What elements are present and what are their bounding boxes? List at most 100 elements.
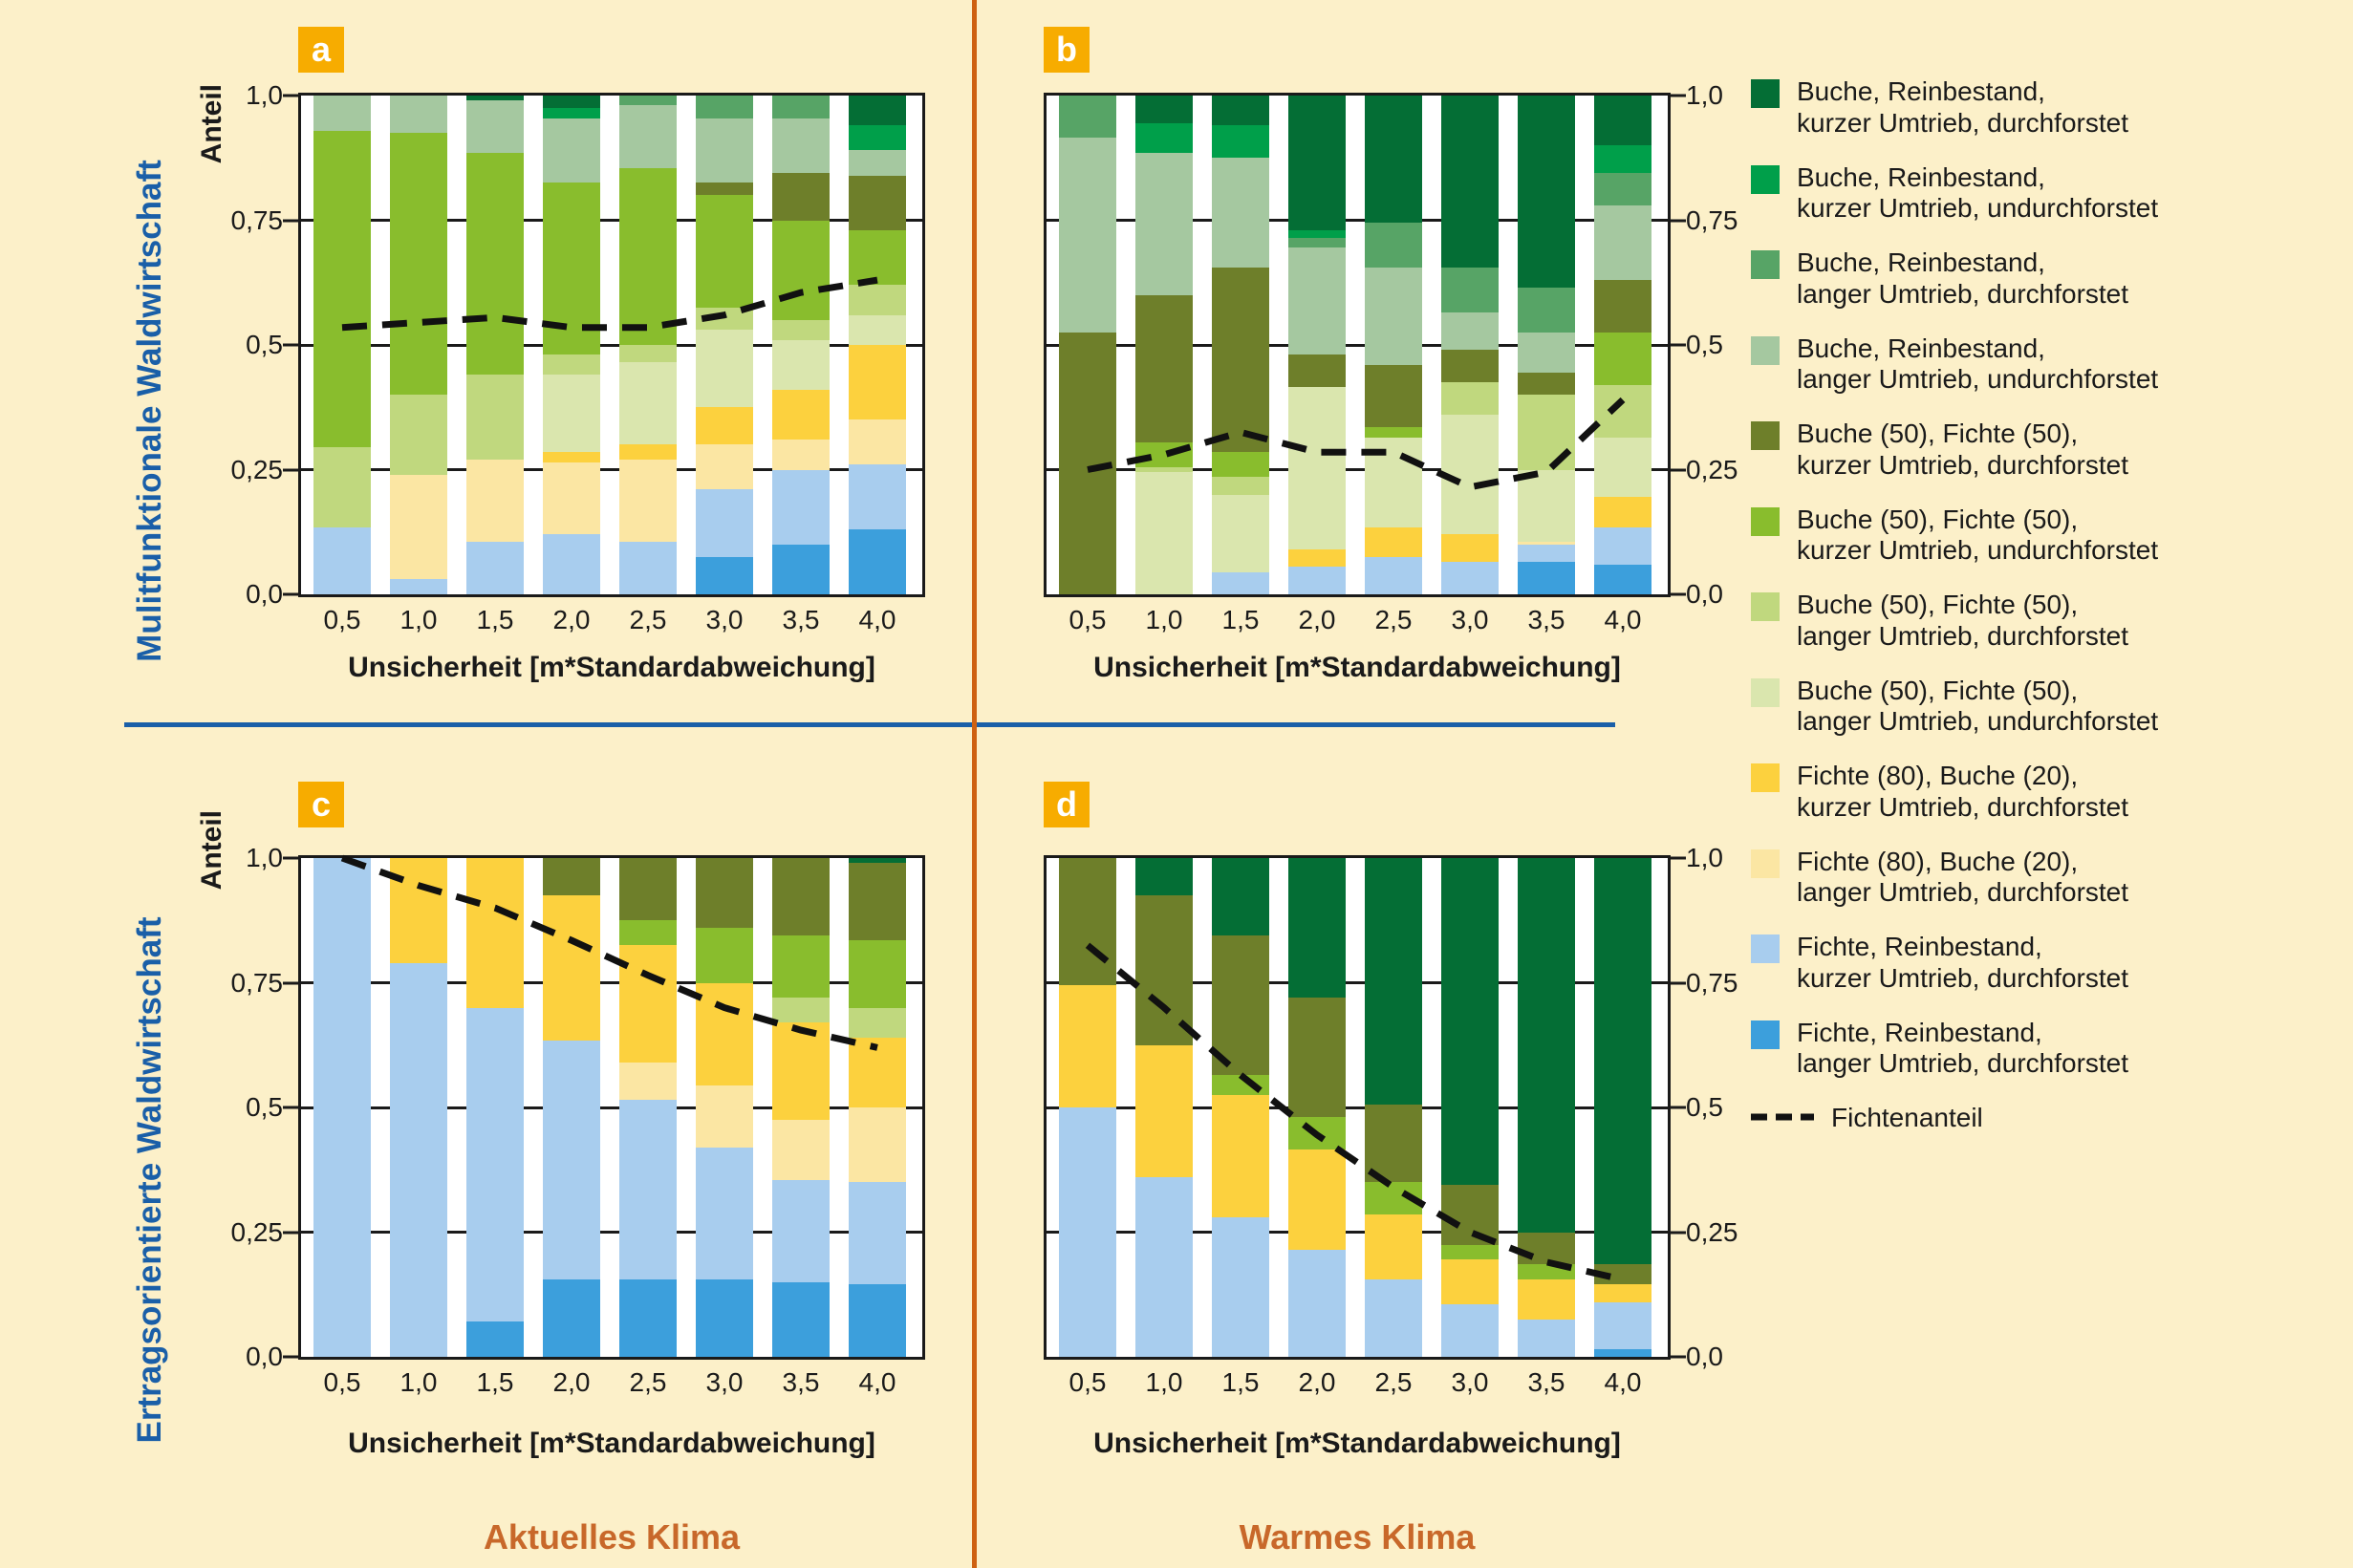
- bar-segment-BuRld: [1441, 268, 1499, 313]
- y-tick: [283, 856, 298, 860]
- stacked-bar: [619, 858, 677, 1357]
- x-tick-label: 1,5: [1221, 605, 1260, 634]
- stacked-bar: [390, 858, 447, 1357]
- legend-item-FBkd: Fichte (80), Buche (20), kurzer Umtrieb, …: [1751, 761, 2334, 824]
- bar-segment-BFld: [772, 319, 830, 340]
- x-tick-label: 3,0: [705, 1367, 744, 1397]
- stacked-bar: [1135, 858, 1193, 1357]
- bar-segment-FRkd: [1518, 1319, 1575, 1357]
- bar-segment-BuRld: [1288, 237, 1346, 248]
- stacked-bar: [1518, 96, 1575, 594]
- bar-segment-BFkd: [1441, 350, 1499, 383]
- bar-segment-BuRlu: [1059, 138, 1116, 333]
- panel-a-plot: 1,0 0,75 0,5 0,25 0,0 0,5 1,0 1,5 2,0 2,5 3,0 3,5 4,…: [231, 80, 925, 634]
- bar-segment-FRld: [696, 1279, 753, 1357]
- legend-label: Buche, Reinbestand, kurzer Umtrieb, undur…: [1797, 161, 2159, 224]
- bar-segment-FRkd: [543, 1040, 600, 1280]
- x-tick-label: 2,5: [629, 605, 667, 634]
- stacked-bar: [1441, 96, 1499, 594]
- bar-segment-BFku: [1365, 427, 1422, 438]
- bar-segment-FBkd: [696, 982, 753, 1085]
- stacked-bar: [390, 96, 447, 594]
- x-tick-label: 2,5: [629, 1367, 667, 1397]
- x-axis-title-c: Unsicherheit [m*Standardabweichung]: [348, 1428, 875, 1459]
- bar-segment-FBld: [696, 1085, 753, 1148]
- bar-segment-BFku: [313, 130, 371, 448]
- stacked-bar: [696, 96, 753, 594]
- bar-segment-FRkd: [1212, 1216, 1269, 1357]
- x-tick-label: 4,0: [858, 1367, 896, 1397]
- bar-segment-FRkd: [772, 1179, 830, 1282]
- y-tick-label: 1,0: [246, 80, 283, 110]
- stacked-bar: [1594, 96, 1651, 594]
- bar-segment-BuRkd: [1288, 96, 1346, 230]
- bar-segment-FBkd: [1441, 534, 1499, 563]
- bar-segment-BFkd: [772, 858, 830, 935]
- bar-segment-FBkd: [543, 452, 600, 462]
- bar-segment-BFld: [696, 307, 753, 331]
- bar-segment-FRld: [1594, 1349, 1651, 1357]
- bar-segment-BFkd: [1212, 934, 1269, 1076]
- bar-segment-BuRlu: [390, 96, 447, 134]
- bar-segment-BFlu: [1212, 494, 1269, 572]
- bar-segment-BuRku: [849, 125, 906, 151]
- bar-segment-BFld: [619, 345, 677, 363]
- bar-segment-FRld: [1518, 562, 1575, 594]
- bar-segment-FBkd: [1135, 1044, 1193, 1178]
- legend-label: Buche (50), Fichte (50), langer Umtrieb, …: [1797, 675, 2159, 737]
- bar-segment-FRld: [696, 556, 753, 594]
- y-tick: [283, 981, 298, 984]
- bar-segment-FRkd: [1518, 544, 1575, 563]
- y-tick: [1671, 1231, 1686, 1234]
- bar-segment-BFlu: [619, 362, 677, 445]
- gridline: [301, 468, 922, 471]
- gridline: [1047, 468, 1668, 471]
- legend-item-BuRld: Buche, Reinbestand, langer Umtrieb, durch…: [1751, 247, 2334, 311]
- bar-segment-FBkd: [849, 1037, 906, 1108]
- bar-segment-FBkd: [772, 390, 830, 440]
- bar-segment-FRkd: [1594, 1301, 1651, 1350]
- bar-segment-BuRkd: [1288, 858, 1346, 999]
- stacked-bar: [1518, 858, 1575, 1357]
- bar-segment-BFku: [1212, 452, 1269, 478]
- bar-segment-BFld: [849, 1007, 906, 1038]
- panel-badge-b-letter: b: [1056, 30, 1077, 69]
- bar-segment-BFku: [849, 940, 906, 1008]
- bar-segment-BFlu: [772, 339, 830, 391]
- bar-segment-BFkd: [1365, 364, 1422, 428]
- stacked-bar: [696, 858, 753, 1357]
- legend-item-fichtenanteil: Fichtenanteil: [1751, 1103, 2334, 1134]
- y-tick: [1671, 1355, 1686, 1359]
- x-tick-label: 2,0: [552, 605, 591, 634]
- legend-swatch-BuRku: [1751, 164, 1780, 194]
- bar-segment-FRld: [772, 544, 830, 594]
- bar-segment-BFld: [313, 447, 371, 527]
- bar-segment-BuRkd: [1365, 858, 1422, 1106]
- bar-segment-BuRkd: [1594, 96, 1651, 146]
- x-tick-label: 3,5: [782, 605, 820, 634]
- legend-label: Buche, Reinbestand, langer Umtrieb, undur…: [1797, 333, 2159, 395]
- bar-segment-BuRlu: [1365, 268, 1422, 365]
- x-axis-title-d: Unsicherheit [m*Standardabweichung]: [1093, 1428, 1621, 1459]
- bar-segment-BFld: [543, 354, 600, 376]
- bar-segment-FBkd: [1441, 1259, 1499, 1305]
- bar-segment-FRld: [1594, 564, 1651, 594]
- legend-item-BFku: Buche (50), Fichte (50), kurzer Umtrieb, …: [1751, 505, 2334, 568]
- bar-segment-BFku: [1594, 333, 1651, 385]
- bar-segment-FRld: [849, 1284, 906, 1357]
- bar-segment-BFku: [772, 220, 830, 320]
- bar-segment-BFld: [1441, 382, 1499, 416]
- bar-segment-BuRkd: [849, 858, 906, 864]
- bar-segment-FBkd: [1059, 985, 1116, 1107]
- x-tick-label: 2,0: [552, 1367, 591, 1397]
- bar-segment-BuRlu: [1594, 204, 1651, 281]
- bar-segment-FRkd: [1365, 556, 1422, 594]
- bar-segment-FRkd: [1441, 1304, 1499, 1357]
- bar-segment-FRkd: [619, 542, 677, 594]
- stacked-bar: [1365, 96, 1422, 594]
- x-tick-label: 2,0: [1298, 605, 1336, 634]
- bar-segment-BuRlu: [619, 105, 677, 168]
- stacked-bar: [1441, 858, 1499, 1357]
- bar-segment-FRkd: [1594, 526, 1651, 565]
- y-tick-label: 0,25: [230, 1216, 284, 1247]
